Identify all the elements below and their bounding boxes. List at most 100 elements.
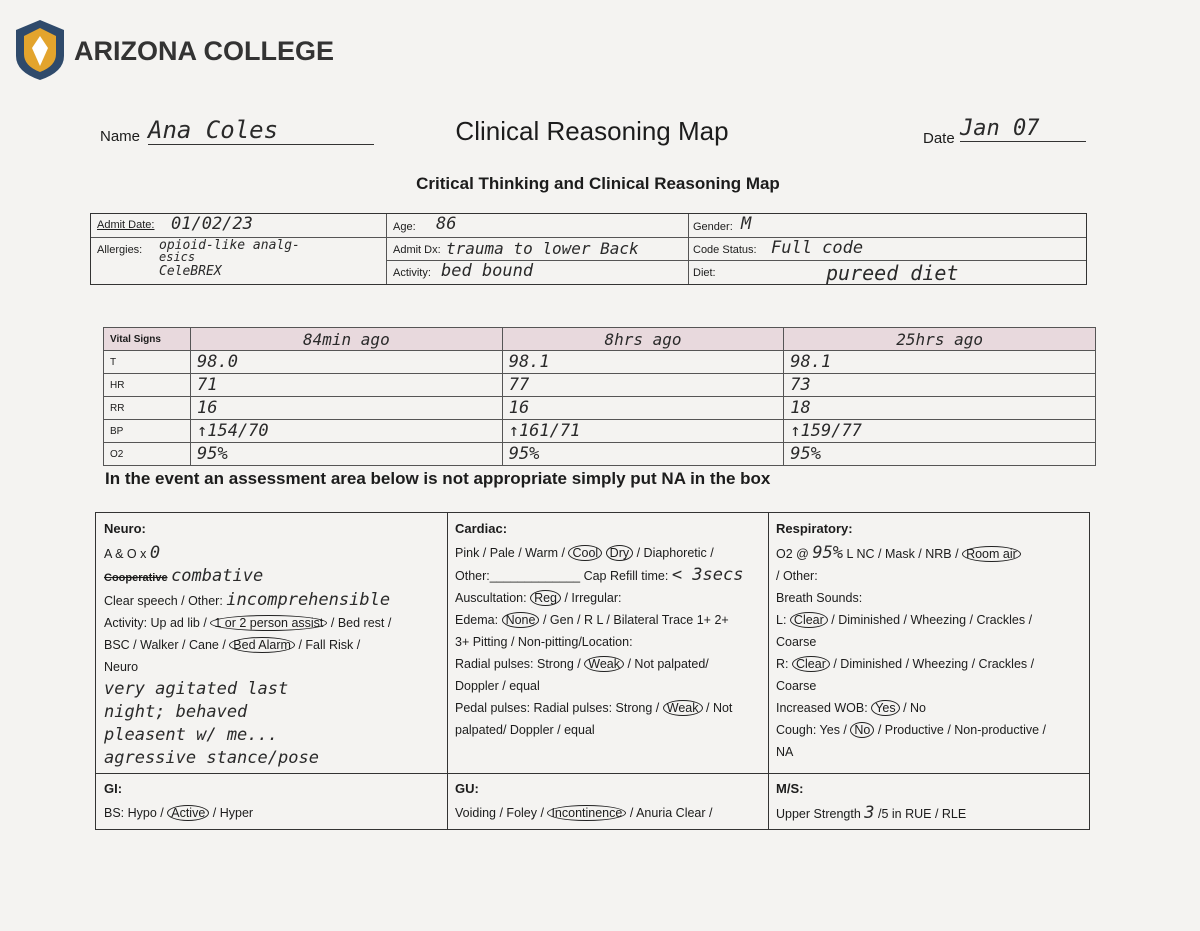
printed-text: / Irregular:	[564, 591, 622, 605]
printed-text: L:	[776, 613, 787, 627]
vitals-value: 71	[190, 373, 503, 397]
printed-text: / Bed rest /	[330, 616, 392, 630]
cell-line: Increased WOB: Yes / No	[776, 697, 1081, 719]
printed-text: / Productive / Non-productive /	[877, 723, 1046, 737]
printed-text: NA	[776, 745, 794, 759]
assessment-cell: GI: BS: Hypo / Active / Hyper	[96, 773, 447, 829]
printed-text: / Diminished / Wheezing / Crackles /	[831, 613, 1033, 627]
hand-text: night; behaved	[104, 702, 248, 722]
printed-text: Voiding / Foley /	[455, 806, 544, 820]
circled-text: Bed Alarm	[229, 637, 295, 653]
cell-line: Activity: Up ad lib / 1 or 2 person assi…	[104, 612, 439, 634]
label: Activity:	[393, 267, 431, 279]
cell-line: A & O x 0	[104, 542, 439, 565]
cell-title: M/S:	[776, 781, 804, 796]
vitals-value: 73	[783, 373, 1096, 397]
cell-line: Auscultation: Reg / Irregular:	[455, 587, 760, 609]
date-value: Jan 07	[960, 116, 1086, 142]
circled-text: No	[850, 722, 875, 738]
vitals-label: BP	[103, 419, 191, 443]
subtitle: Critical Thinking and Clinical Reasoning…	[416, 174, 780, 193]
vitals-value: 95%	[783, 442, 1096, 466]
logo-shield	[16, 20, 64, 80]
printed-text: BS: Hypo /	[104, 806, 164, 820]
cell-line: Voiding / Foley / Incontinence / Anuria …	[455, 802, 760, 824]
assessment-cell: M/S: Upper Strength 3 /5 in RUE / RLE	[768, 773, 1089, 829]
cell-line: Coarse	[776, 631, 1081, 653]
cell-line: Radial pulses: Strong / Weak / Not palpa…	[455, 653, 760, 675]
hand-text: < 3secs	[671, 565, 744, 585]
name-value: Ana Coles	[148, 116, 374, 145]
label: Allergies:	[97, 244, 143, 256]
printed-text: / Not	[706, 701, 733, 715]
printed-text: / Other:	[776, 569, 818, 583]
vitals-time: 8hrs ago	[501, 327, 785, 351]
vitals-time: 84min ago	[190, 327, 503, 351]
printed-text: BSC / Walker / Cane /	[104, 638, 226, 652]
cell-title: GU:	[455, 781, 479, 796]
printed-text: Edema:	[455, 613, 499, 627]
printed-text: Coarse	[776, 679, 817, 693]
value: bed bound	[441, 261, 534, 281]
cell-line: Edema: None / Gen / R L / Bilateral Trac…	[455, 609, 760, 631]
cell-line: agressive stance/pose	[104, 747, 439, 770]
vitals-value: ↑154/70	[190, 419, 503, 443]
cell-line: palpated/ Doppler / equal	[455, 719, 760, 741]
printed-text: / Hyper	[212, 806, 254, 820]
circled-text: Weak	[662, 700, 703, 716]
vitals-value: 16	[190, 396, 503, 420]
printed-text: / Diaphoretic /	[636, 546, 714, 560]
vitals-row: HR 71 77 73	[103, 373, 1096, 397]
vitals-value: 18	[783, 396, 1096, 420]
printed-text: Neuro	[104, 660, 139, 674]
cell-line: R: Clear / Diminished / Wheezing / Crack…	[776, 653, 1081, 675]
printed-text: / Gen / R L / Bilateral Trace 1+ 2+	[542, 613, 729, 627]
printed-text: Doppler / equal	[455, 679, 540, 693]
date-label: Date	[923, 130, 955, 147]
printed-text: Increased WOB:	[776, 701, 868, 715]
cell-line: Cooperative combative	[104, 565, 439, 589]
cell-line: Neuro	[104, 656, 439, 678]
value: esics	[159, 250, 196, 264]
circled-text: 1 or 2 person assist	[210, 615, 328, 631]
name-label: Name	[100, 128, 141, 145]
circled-text: Cool	[568, 545, 603, 561]
value: 86	[436, 214, 457, 234]
printed-text: A & O x	[104, 547, 147, 561]
vitals-value: 95%	[501, 442, 785, 466]
printed-text: /5 in RUE / RLE	[878, 807, 967, 821]
struck-text: Cooperative	[104, 572, 168, 584]
label: Diet:	[693, 267, 716, 279]
cell-line: L: Clear / Diminished / Wheezing / Crack…	[776, 609, 1081, 631]
cell-title: Neuro:	[104, 521, 146, 536]
cell-line: NA	[776, 741, 1081, 763]
label: Gender:	[693, 221, 733, 233]
printed-text: Clear speech / Other:	[104, 594, 223, 608]
cell-line: Cough: Yes / No / Productive / Non-produ…	[776, 719, 1081, 741]
printed-text: / Not palpated/	[627, 657, 709, 671]
vitals-value: ↑161/71	[501, 419, 785, 443]
vitals-label: RR	[103, 396, 191, 420]
cell-line: Pedal pulses: Radial pulses: Strong / We…	[455, 697, 760, 719]
vitals-label: HR	[103, 373, 191, 397]
vitals-time: 25hrs ago	[783, 327, 1096, 351]
circled-text: Yes	[871, 700, 900, 716]
value: Full code	[771, 238, 864, 258]
hand-text: 0	[149, 543, 161, 563]
circled-text: Reg	[530, 590, 561, 606]
printed-text: 3+ Pitting / Non-pitting/Location:	[455, 635, 633, 649]
printed-text: Radial pulses: Strong /	[455, 657, 581, 671]
circled-text: Clear	[791, 656, 830, 672]
printed-text: / Fall Risk /	[298, 638, 361, 652]
printed-text: Cough: Yes /	[776, 723, 847, 737]
vitals-row: T 98.0 98.1 98.1	[103, 350, 1096, 374]
printed-text: O2 @	[776, 547, 809, 561]
cell-line: Breath Sounds:	[776, 587, 1081, 609]
printed-text: Pedal pulses: Radial pulses: Strong /	[455, 701, 660, 715]
cell-line: BS: Hypo / Active / Hyper	[104, 802, 439, 824]
printed-text: palpated/ Doppler / equal	[455, 723, 595, 737]
cell-line: / Other:	[776, 565, 1081, 587]
printed-text: Activity: Up ad lib /	[104, 616, 207, 630]
printed-text: Breath Sounds:	[776, 591, 863, 605]
vitals-value: 95%	[190, 442, 503, 466]
